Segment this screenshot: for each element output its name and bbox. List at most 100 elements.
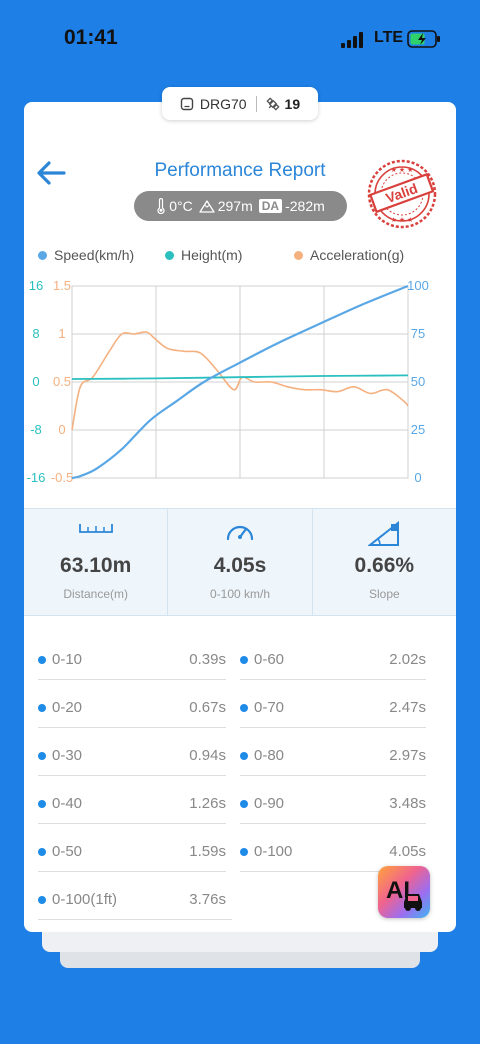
legend-dot	[165, 250, 174, 260]
speed-tick-label: 25	[411, 422, 425, 437]
bullet-icon	[240, 703, 248, 712]
divider	[255, 95, 257, 112]
split-label: 0-100(1ft)	[52, 891, 118, 908]
split-value: 3.76s	[189, 891, 226, 908]
legend-label: Height(m)	[181, 247, 243, 263]
split-row: 0-40 1.26s	[38, 784, 226, 824]
legend-dot	[38, 250, 47, 260]
legend-acceleration[interactable]: Acceleration(g)	[294, 247, 404, 263]
stat-time: 4.05s 0-100 km/h	[167, 509, 311, 615]
battery-icon	[407, 30, 440, 48]
valid-stamp: Valid ★ ★ ★ ★ ★ ★	[367, 159, 437, 229]
density-altitude: -282m	[285, 198, 325, 214]
split-label: 0-50	[52, 843, 83, 860]
split-row: 0-80 2.97s	[240, 736, 426, 776]
split-value: 1.59s	[189, 843, 226, 860]
height-tick-label: -8	[30, 422, 42, 437]
split-row: 0-20 0.67s	[38, 688, 226, 728]
device-pill[interactable]: DRG70 19	[162, 87, 318, 120]
split-row: 0-60 2.02s	[240, 640, 426, 680]
height-tick-label: -16	[27, 470, 46, 485]
split-value: 4.05s	[389, 843, 426, 860]
temperature: 0°C	[169, 198, 193, 214]
slope-icon	[368, 521, 400, 546]
stat-value: 63.10m	[60, 554, 132, 577]
da-badge: DA	[258, 199, 283, 213]
height-line	[71, 374, 409, 380]
bullet-icon	[38, 847, 46, 856]
split-row: 0-30 0.94s	[38, 736, 226, 776]
legend-height[interactable]: Height(m)	[165, 247, 242, 263]
network-label: LTE	[374, 29, 404, 46]
signal-icon	[341, 32, 363, 48]
acceleration-line	[71, 331, 409, 431]
bullet-icon	[240, 751, 248, 760]
legend-label: Acceleration(g)	[310, 247, 405, 263]
split-row: 0-100(1ft) 3.76s	[38, 880, 232, 920]
split-row: 0-50 1.59s	[38, 832, 226, 872]
bullet-icon	[240, 847, 248, 856]
stat-distance: 63.10m Distance(m)	[24, 509, 167, 615]
stat-label: Slope	[368, 587, 400, 601]
split-value: 1.26s	[189, 795, 226, 812]
stat-label: 0-100 km/h	[209, 587, 270, 601]
split-label: 0-30	[52, 747, 83, 764]
split-row: 0-10 0.39s	[38, 640, 226, 680]
height-tick-label: 8	[32, 326, 39, 341]
speed-tick-label: 100	[407, 278, 429, 293]
accel-tick-label: -0.5	[51, 470, 73, 485]
split-label: 0-20	[52, 699, 83, 716]
speed-line	[71, 284, 409, 480]
bullet-icon	[240, 655, 248, 664]
split-value: 0.94s	[189, 747, 226, 764]
device-icon	[180, 97, 194, 110]
stat-slope: 0.66% Slope	[311, 509, 456, 615]
thermometer-icon	[157, 198, 165, 214]
accel-tick-label: 1.5	[53, 278, 71, 293]
accel-tick-label: 1	[58, 326, 65, 341]
legend-label: Speed(km/h)	[54, 247, 135, 263]
split-label: 0-60	[254, 651, 285, 668]
speed-tick-label: 75	[411, 326, 425, 341]
split-label: 0-70	[254, 699, 285, 716]
stat-label: Distance(m)	[63, 587, 128, 601]
status-time: 01:41	[64, 26, 118, 49]
bullet-icon	[38, 895, 46, 904]
mountain-icon	[199, 200, 215, 213]
legend-dot	[294, 250, 303, 260]
split-row: 0-90 3.48s	[240, 784, 426, 824]
ruler-icon	[78, 524, 113, 533]
split-value: 2.02s	[389, 651, 426, 668]
report-card: Performance Report Valid ★ ★ ★ ★ ★ ★ 0°C…	[24, 102, 456, 932]
split-value: 2.47s	[389, 699, 426, 716]
stat-value: 0.66%	[354, 554, 415, 577]
status-bar: 01:41 LTE	[0, 0, 480, 80]
accel-tick-label: 0	[58, 422, 65, 437]
split-row: 0-70 2.47s	[240, 688, 426, 728]
bullet-icon	[240, 799, 248, 808]
split-label: 0-10	[52, 651, 83, 668]
speed-tick-label: 0	[414, 470, 421, 485]
ai-assistant-button[interactable]: AI	[378, 866, 430, 918]
bullet-icon	[38, 703, 46, 712]
split-label: 0-90	[254, 795, 285, 812]
svg-text:★ ★ ★: ★ ★ ★	[391, 166, 414, 174]
split-label: 0-80	[254, 747, 285, 764]
split-value: 0.39s	[189, 651, 226, 668]
satellite-icon	[265, 96, 280, 111]
page-title: Performance Report	[154, 160, 326, 181]
height-tick-label: 16	[29, 278, 43, 293]
accel-tick-label: 0.5	[53, 374, 71, 389]
back-arrow-icon[interactable]	[34, 158, 68, 188]
split-value: 3.48s	[389, 795, 426, 812]
split-label: 0-100	[254, 843, 293, 860]
ai-car-icon: AI	[386, 877, 422, 911]
stat-value: 4.05s	[213, 554, 267, 577]
legend-speed[interactable]: Speed(km/h)	[38, 247, 134, 263]
bullet-icon	[38, 655, 46, 664]
height-tick-label: 0	[32, 374, 39, 389]
split-value: 0.67s	[189, 699, 226, 716]
performance-chart: 16 8 0 -8 -16 1.5 1 0.5 0 -0.5 100 75 50 25 0	[27, 278, 429, 485]
speedometer-icon	[226, 525, 254, 541]
bullet-icon	[38, 751, 46, 760]
